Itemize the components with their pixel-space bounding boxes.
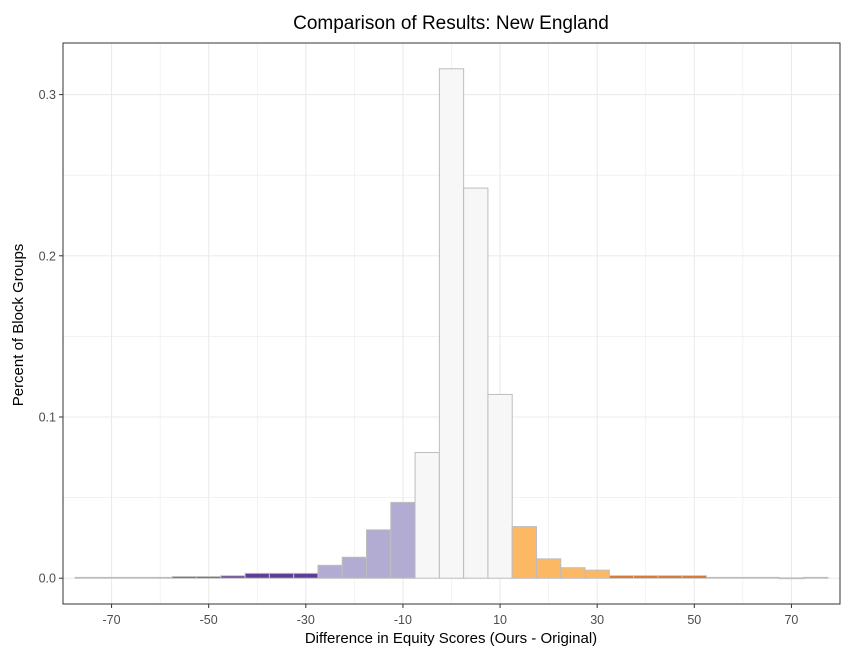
histogram-bar	[196, 576, 222, 579]
histogram-bar	[244, 572, 270, 579]
histogram-bar	[487, 393, 513, 579]
histogram-bar	[123, 576, 149, 579]
histogram-bar	[268, 572, 295, 579]
histogram-bar	[98, 576, 125, 579]
x-tick-label: -70	[103, 613, 121, 627]
histogram-bar	[560, 567, 586, 579]
x-tick-label: 10	[493, 613, 507, 627]
x-tick-label: 50	[687, 613, 701, 627]
y-tick-label: 0.3	[39, 88, 56, 102]
histogram-bar	[366, 529, 392, 579]
histogram-bar	[293, 572, 319, 579]
y-tick-label: 0.1	[39, 411, 56, 425]
histogram-bar	[681, 575, 707, 579]
histogram-bar	[584, 569, 610, 579]
histogram-bar	[730, 576, 756, 579]
x-tick-label: -50	[200, 613, 218, 627]
histogram-bar	[463, 187, 489, 579]
histogram-bar	[705, 576, 732, 579]
histogram-bar	[608, 575, 635, 579]
y-axis: 0.0 0.1 0.2 0.3	[39, 88, 63, 586]
histogram-bar	[341, 556, 368, 579]
x-axis-title: Difference in Equity Scores (Ours - Orig…	[305, 630, 597, 647]
plot-panel-border	[62, 42, 841, 605]
histogram-bar	[390, 501, 416, 579]
histogram-bar	[317, 564, 343, 579]
chart-title: Comparison of Results: New England	[293, 13, 609, 34]
histogram-bar	[414, 451, 440, 579]
x-tick-label: 70	[784, 613, 798, 627]
histogram-bar	[220, 575, 246, 579]
x-tick-label: 30	[590, 613, 604, 627]
x-tick-label: -10	[394, 613, 412, 627]
y-tick-label: 0.0	[39, 572, 56, 586]
histogram-bar	[438, 68, 465, 579]
histogram-bar	[778, 577, 805, 580]
y-axis-title: Percent of Block Groups	[10, 244, 27, 407]
histogram-bar	[511, 526, 537, 579]
histogram-bar	[74, 576, 100, 579]
histogram-bar	[803, 576, 829, 579]
x-tick-label: -30	[297, 613, 315, 627]
histogram-bar	[754, 576, 780, 579]
histogram-bar	[535, 558, 562, 579]
histogram-bar	[147, 576, 173, 579]
histogram-bar	[633, 575, 659, 579]
histogram-bar	[657, 575, 683, 579]
y-tick-label: 0.2	[39, 249, 56, 263]
x-axis: -70 -50 -30 -10 10 30 50 70	[103, 604, 798, 627]
histogram-bars	[74, 68, 829, 580]
histogram-bar	[171, 576, 198, 579]
